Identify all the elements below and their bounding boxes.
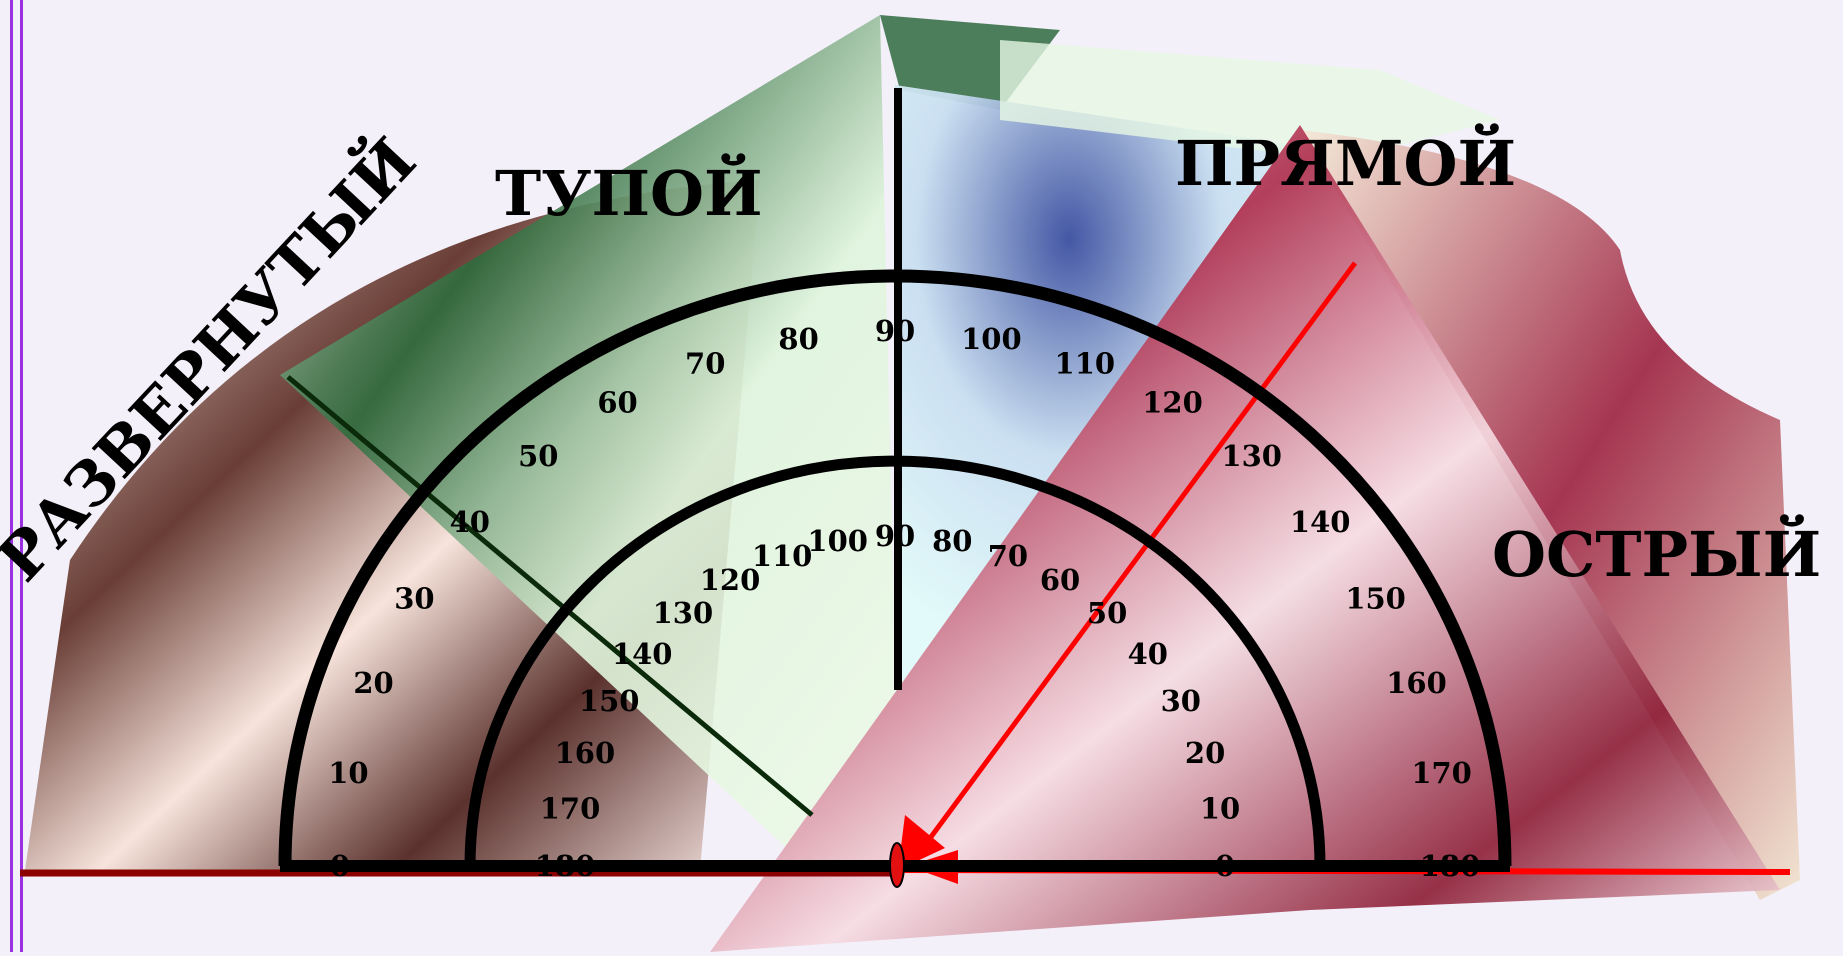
inner-scale-label-18: 0 xyxy=(1215,849,1235,883)
outer-scale-label-0: 0 xyxy=(330,849,350,883)
inner-scale-label-17: 10 xyxy=(1200,792,1240,826)
inner-scale-label-16: 20 xyxy=(1185,736,1225,770)
outer-scale-label-9: 90 xyxy=(875,314,915,348)
acute-angle-label: ОСТРЫЙ xyxy=(1492,514,1821,591)
inner-scale-label-14: 40 xyxy=(1128,637,1168,671)
outer-scale-label-11: 110 xyxy=(1055,346,1116,380)
outer-scale-label-13: 130 xyxy=(1221,439,1282,473)
inner-scale-label-11: 70 xyxy=(988,539,1028,573)
left-border-line xyxy=(10,0,13,952)
protractor-outer-arc xyxy=(278,269,1512,867)
acute-angle-region xyxy=(710,125,1780,952)
inner-scale-label-8: 100 xyxy=(807,524,868,558)
protractor-center-point xyxy=(889,842,905,888)
outer-scale-label-14: 140 xyxy=(1290,505,1351,539)
inner-scale-label-5: 130 xyxy=(653,596,714,630)
right-angle-label: ПРЯМОЙ xyxy=(1175,123,1516,200)
inner-scale-label-2: 160 xyxy=(555,736,616,770)
outer-scale-label-17: 170 xyxy=(1411,756,1472,790)
acute-ray-arrowhead xyxy=(898,815,945,870)
outer-scale-label-8: 80 xyxy=(778,322,818,356)
outer-scale-label-16: 160 xyxy=(1386,666,1447,700)
obtuse-ray xyxy=(286,375,814,817)
outer-scale-label-1: 10 xyxy=(328,756,368,790)
outer-scale-label-18: 180 xyxy=(1420,849,1481,883)
outer-scale-label-7: 70 xyxy=(685,346,725,380)
outer-scale-label-3: 30 xyxy=(394,582,434,616)
outer-scale-label-12: 120 xyxy=(1142,386,1203,420)
left-border-line-inner xyxy=(20,0,23,952)
outer-scale-label-6: 60 xyxy=(597,386,637,420)
acute-ray xyxy=(922,261,1358,847)
obtuse-angle-label: ТУПОЙ xyxy=(495,153,763,230)
inner-scale-label-3: 150 xyxy=(579,684,640,718)
outer-scale-label-15: 150 xyxy=(1345,582,1406,616)
outer-scale-label-5: 50 xyxy=(518,439,558,473)
inner-scale-label-1: 170 xyxy=(540,792,601,826)
outer-scale-label-10: 100 xyxy=(961,322,1022,356)
inner-scale-label-13: 50 xyxy=(1087,596,1127,630)
right-angle-bg-extension xyxy=(1000,40,1500,160)
inner-scale-label-4: 140 xyxy=(612,637,673,671)
inner-scale-label-9: 90 xyxy=(875,519,915,553)
inner-scale-label-0: 180 xyxy=(535,849,596,883)
inner-scale-label-12: 60 xyxy=(1040,563,1080,597)
outer-scale-label-4: 40 xyxy=(450,505,490,539)
inner-scale-label-6: 120 xyxy=(700,563,761,597)
obtuse-angle-region xyxy=(280,15,900,870)
acute-angle-back-region xyxy=(1300,130,1800,900)
inner-scale-label-7: 110 xyxy=(752,539,813,573)
inner-scale-label-10: 80 xyxy=(932,524,972,558)
protractor-inner-arc xyxy=(464,455,1326,867)
inner-scale-label-15: 30 xyxy=(1161,684,1201,718)
outer-scale-label-2: 20 xyxy=(353,666,393,700)
